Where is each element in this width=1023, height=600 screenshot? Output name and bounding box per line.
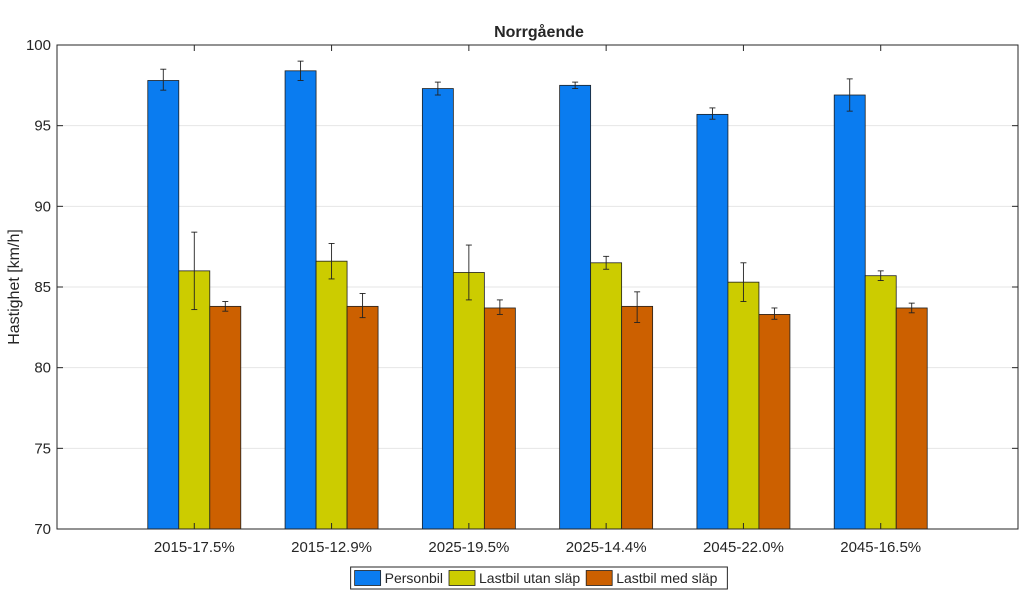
x-tick-label: 2015-17.5% <box>154 539 235 556</box>
bar <box>452 272 485 530</box>
bar <box>621 305 654 530</box>
legend-label: Personbil <box>385 570 443 586</box>
legend-swatch <box>585 570 613 586</box>
bar <box>346 305 379 530</box>
bar <box>727 281 760 530</box>
bar <box>864 275 897 530</box>
axes: 70 75 80 85 90 95 100 2015-17.5% 2015-12.9% 2025-… <box>26 37 1019 556</box>
legend-box <box>350 566 728 590</box>
bar <box>209 305 242 530</box>
bar <box>178 270 211 530</box>
chart-title: Norrgående <box>494 23 584 41</box>
x-tick-label: 2045-22.0% <box>703 539 784 556</box>
x-tick-label: 2045-16.5% <box>840 539 921 556</box>
bar <box>590 262 623 530</box>
bar <box>421 88 454 530</box>
x-tick-label: 2015-12.9% <box>291 539 372 556</box>
legend-label: Lastbil utan släp <box>479 570 580 586</box>
bar <box>833 94 866 530</box>
bar <box>483 307 516 530</box>
bar <box>559 84 592 530</box>
bar <box>758 314 791 530</box>
bar <box>315 260 348 530</box>
bars <box>147 60 928 530</box>
legend-label: Lastbil med släp <box>616 570 717 586</box>
y-tick-label: 75 <box>34 440 51 457</box>
legend-swatch <box>448 570 476 586</box>
y-tick-label: 85 <box>34 279 51 296</box>
x-tick-label: 2025-14.4% <box>566 539 647 556</box>
y-tick-label: 100 <box>26 37 51 54</box>
y-tick-label: 95 <box>34 118 51 135</box>
bar <box>284 70 317 530</box>
y-axis-label: Hastighet [km/h] <box>6 229 23 345</box>
y-tick-label: 70 <box>34 521 51 538</box>
x-tick-label: 2025-19.5% <box>428 539 509 556</box>
legend: Personbil Lastbil utan släp Lastbil med sl… <box>350 566 728 590</box>
y-tick-label: 80 <box>34 360 51 377</box>
bar <box>147 80 180 530</box>
bar <box>696 113 729 530</box>
bar <box>895 307 928 530</box>
plot-frame <box>56 44 1019 530</box>
legend-swatch <box>354 570 382 586</box>
y-tick-label: 90 <box>34 198 51 215</box>
